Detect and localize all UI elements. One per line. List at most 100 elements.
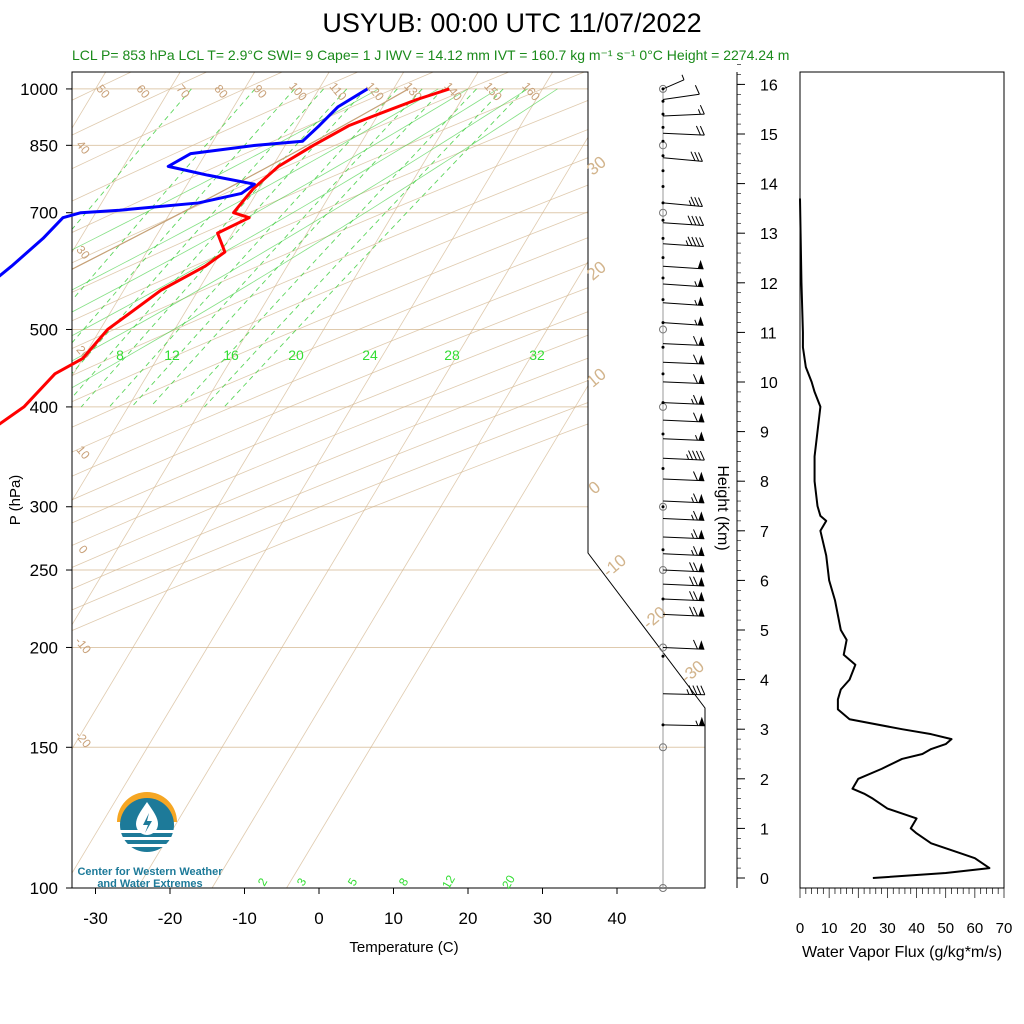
- height-tick-label: 1: [760, 821, 769, 838]
- x-tick-label: 10: [384, 909, 403, 928]
- wind-barb: [662, 591, 705, 602]
- wind-barb: [662, 335, 705, 346]
- dry-adiabat: [72, 72, 705, 888]
- wind-barb-staff: [662, 598, 705, 602]
- wind-barb-staff: [662, 322, 704, 326]
- wind-barb-full: [689, 576, 694, 586]
- isotherm-line: [72, 72, 554, 888]
- wind-barb-full: [695, 125, 701, 136]
- parcel-path: [72, 88, 409, 632]
- wind-barb-staff: [662, 419, 705, 423]
- dry-adiabat: [72, 72, 705, 888]
- y-tick-label: 150: [30, 738, 58, 757]
- moist-adiabat-label: 8: [116, 347, 124, 363]
- wind-barb-full: [689, 562, 694, 572]
- x-tick-label: -30: [83, 909, 108, 928]
- moist-adiabat: [72, 88, 528, 648]
- wind-barb-half: [695, 720, 699, 726]
- wind-barb: [662, 685, 706, 696]
- dry-adiabat: [72, 72, 705, 888]
- wind-barb-flag: [697, 296, 704, 306]
- wind-barb-half: [691, 549, 694, 556]
- isotherm-line: [72, 72, 330, 888]
- wind-barb: [662, 431, 705, 442]
- dry-adiabat-label: 160: [519, 79, 543, 104]
- wind-level-circle: [659, 325, 667, 334]
- flux-frame: [799, 71, 1005, 889]
- mixing-ratio-line: [80, 88, 367, 408]
- moist-adiabat-label: 16: [223, 347, 239, 363]
- wind-level-dot: [661, 154, 665, 158]
- wind-barb: [662, 394, 705, 405]
- moist-adiabat: [72, 88, 499, 648]
- sounding-stats: LCL P= 853 hPa LCL T= 2.9°C SWI= 9 Cape=…: [72, 47, 790, 63]
- wind-level-dot: [661, 125, 665, 129]
- height-tick-label: 8: [760, 474, 769, 491]
- wind-barb-flag: [698, 577, 705, 587]
- wind-barb: [662, 277, 704, 288]
- mixing-ratio-line: [223, 88, 526, 408]
- wind-barb-full: [699, 216, 705, 226]
- x-tick-label: -10: [232, 909, 257, 928]
- wind-barb: [662, 151, 703, 162]
- height-tick-label: 3: [760, 722, 769, 739]
- wind-barb-flag: [697, 277, 704, 287]
- wind-barb-full: [693, 493, 698, 503]
- wind-level-dot: [661, 432, 665, 436]
- wind-barb-flag: [698, 493, 705, 503]
- wind-barb-full: [693, 471, 698, 481]
- wind-barb-full: [693, 412, 698, 422]
- dewpoint-profile: [0, 87, 369, 278]
- isotherm-label: 20: [583, 257, 610, 284]
- wind-barb: [662, 259, 704, 270]
- mixing-ratio-label: 8: [396, 875, 412, 888]
- height-tick-label: 16: [760, 77, 778, 94]
- mixing-ratio-line: [131, 88, 423, 408]
- wind-barb-full: [691, 236, 697, 247]
- dry-adiabat: [72, 72, 661, 888]
- wind-barb: [662, 716, 705, 727]
- wind-barb-full: [700, 685, 706, 695]
- height-tick-label: 12: [760, 276, 778, 293]
- wind-level-dot: [661, 218, 665, 222]
- dry-adiabat: [72, 72, 705, 888]
- isotherm-label: 0: [76, 542, 91, 556]
- wind-barb-full: [692, 685, 698, 695]
- isotherm-label: -10: [72, 634, 94, 657]
- wind-barb: [662, 236, 705, 248]
- wind-barb-staff: [662, 79, 685, 90]
- dry-adiabat-label: 110: [327, 80, 350, 104]
- wind-barb-full: [687, 236, 693, 246]
- wind-barb-staff: [662, 536, 705, 540]
- wind-barb-flag: [698, 529, 705, 539]
- wind-barb-staff: [662, 265, 704, 270]
- skewt-background-lines: [72, 72, 705, 888]
- flux-x-tick-label: 10: [821, 920, 838, 937]
- wind-level-dot: [661, 505, 665, 509]
- wind-barb: [662, 510, 705, 521]
- height-tick-label: 7: [760, 524, 769, 541]
- isotherm-line: [211, 72, 703, 888]
- dry-adiabat: [72, 72, 510, 888]
- wind-barb-full: [694, 85, 700, 95]
- wind-barb-full: [690, 196, 696, 207]
- chart-title: USYUB: 00:00 UTC 11/07/2022: [322, 8, 702, 38]
- wind-level-dot: [661, 236, 665, 240]
- isotherm-label: -10: [599, 551, 630, 581]
- height-tick-label: 9: [760, 425, 769, 442]
- wind-barb: [662, 104, 705, 117]
- wind-barb-full: [690, 151, 696, 161]
- mixing-ratio-line: [72, 88, 256, 408]
- wind-barb-staff: [662, 157, 703, 162]
- wind-level-dot: [661, 654, 665, 658]
- isotherm-line: [137, 72, 628, 888]
- flux-x-axis-title: Water Vapor Flux (g/kg*m/s): [802, 944, 1002, 961]
- dry-adiabat: [72, 72, 358, 888]
- temperature-profile: [0, 87, 450, 426]
- wind-level-dot: [661, 298, 665, 302]
- wind-barb: [662, 639, 705, 650]
- flux-x-tick-label: 60: [967, 920, 984, 937]
- y-tick-label: 700: [30, 204, 58, 223]
- mixing-ratio-line: [150, 88, 444, 408]
